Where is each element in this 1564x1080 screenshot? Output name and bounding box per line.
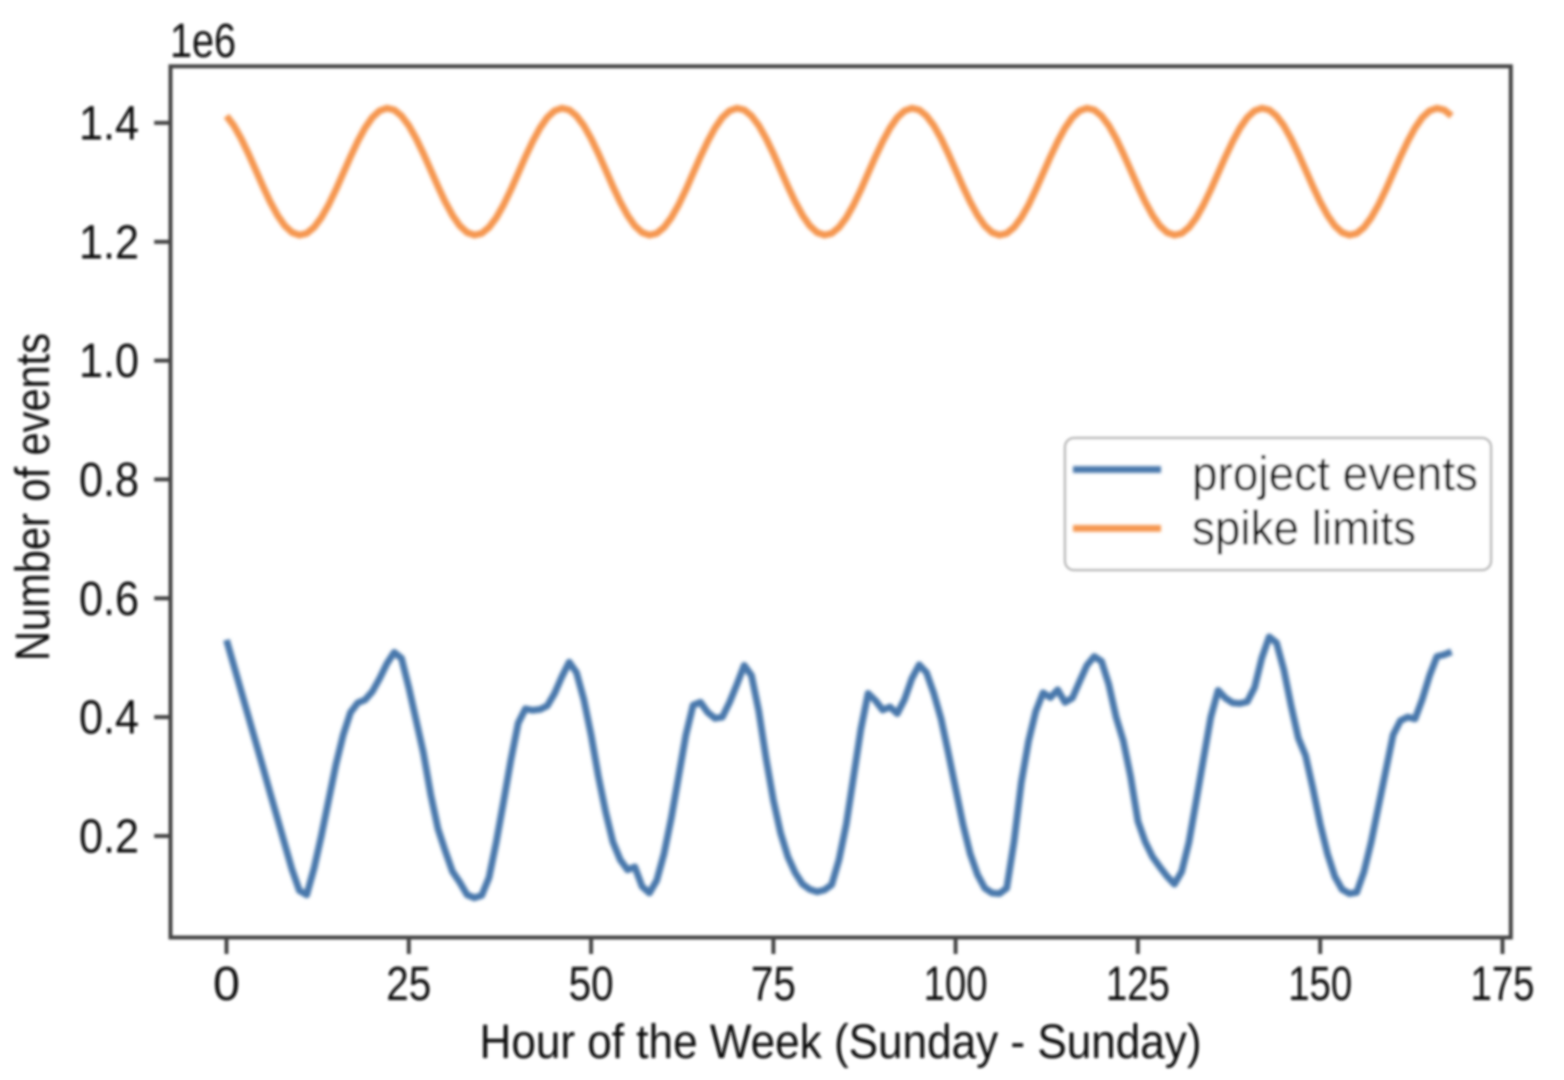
svg-text:1.4: 1.4 [79, 97, 139, 150]
svg-text:Number of events: Number of events [7, 333, 60, 661]
svg-text:spike limits: spike limits [1192, 503, 1416, 556]
svg-text:0: 0 [213, 958, 240, 1011]
svg-text:175: 175 [1471, 958, 1535, 1011]
svg-text:1e6: 1e6 [170, 15, 236, 68]
svg-text:0.6: 0.6 [79, 573, 139, 626]
svg-text:1.2: 1.2 [79, 216, 139, 269]
svg-text:75: 75 [751, 958, 796, 1011]
svg-text:0.4: 0.4 [79, 692, 139, 745]
svg-text:Hour of the Week (Sunday - Sun: Hour of the Week (Sunday - Sunday) [480, 1016, 1202, 1069]
svg-text:0.8: 0.8 [79, 454, 139, 507]
svg-text:125: 125 [1106, 958, 1170, 1011]
svg-text:25: 25 [386, 958, 431, 1011]
svg-text:150: 150 [1288, 958, 1352, 1011]
svg-text:100: 100 [924, 958, 988, 1011]
svg-text:0.2: 0.2 [79, 811, 139, 864]
svg-text:project events: project events [1192, 448, 1478, 501]
svg-text:1.0: 1.0 [79, 335, 139, 388]
svg-text:50: 50 [569, 958, 614, 1011]
